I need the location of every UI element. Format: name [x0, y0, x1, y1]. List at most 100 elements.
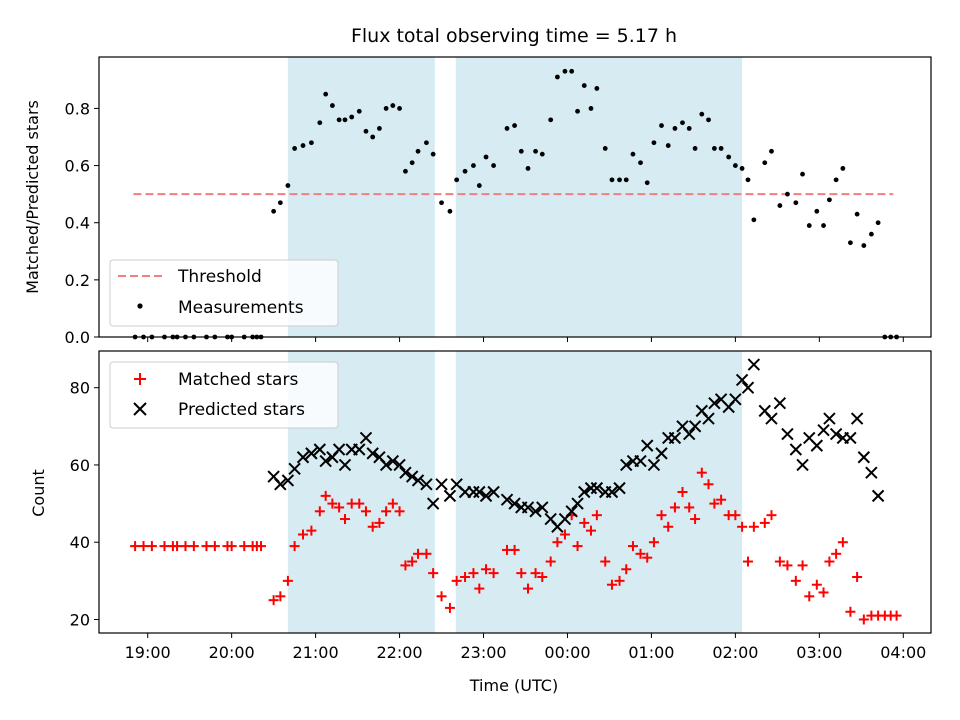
predicted-star-point	[467, 485, 480, 499]
matched-star-point	[138, 541, 149, 552]
measurement-point	[800, 171, 805, 177]
measurement-point	[383, 106, 389, 111]
predicted-star-point	[810, 439, 824, 452]
predicted-star-point	[747, 358, 761, 371]
x-axis-label: Time (UTC)	[469, 676, 558, 695]
matched-star-point	[444, 602, 455, 613]
matched-star-point	[282, 575, 293, 586]
matched-star-point	[648, 537, 659, 548]
matched-star-point	[703, 479, 714, 490]
matched-star-point	[523, 583, 534, 594]
matched-star-point	[811, 579, 822, 590]
predicted-star-point	[773, 396, 787, 410]
measurement-point	[638, 160, 643, 166]
measurement-point	[504, 126, 510, 131]
predicted-star-point	[500, 493, 514, 506]
predicted-star-point	[578, 485, 591, 499]
predicted-star-point	[521, 501, 535, 514]
measurement-point	[409, 160, 415, 166]
matched-star-point	[663, 521, 674, 532]
measurement-point	[370, 134, 376, 140]
matched-star-point	[572, 541, 583, 552]
x-tick-label: 03:00	[796, 643, 842, 662]
measurement-point	[518, 148, 524, 154]
matched-star-point	[306, 525, 317, 536]
matched-star-point	[709, 498, 720, 509]
chart-title: Flux total observing time = 5.17 h	[351, 25, 677, 47]
measurement-point	[793, 200, 799, 206]
measurement-point	[602, 146, 608, 151]
predicted-star-point	[393, 458, 406, 472]
predicted-star-point	[708, 396, 721, 410]
matched-star-point	[436, 591, 447, 602]
top-axes-frame	[98, 56, 932, 338]
predicted-star-point	[529, 505, 542, 518]
legend-matched-swatch	[134, 373, 146, 385]
measurement-point	[271, 208, 277, 214]
y-tick-label: 0.4	[65, 214, 90, 233]
matched-star-point	[552, 537, 563, 548]
matched-star-point	[669, 502, 680, 513]
measurement-point	[300, 143, 306, 148]
legend-matched-label: Matched stars	[178, 370, 298, 390]
measurement-point	[745, 177, 751, 183]
predicted-star-point	[426, 497, 440, 510]
measurement-point	[651, 140, 657, 146]
measurement-point	[554, 74, 560, 80]
predicted-star-point	[789, 443, 803, 456]
measurement-point	[777, 203, 783, 208]
x-tick-label: 21:00	[293, 643, 339, 662]
matched-star-point	[545, 556, 556, 567]
matched-star-point	[428, 568, 439, 579]
measurement-point	[588, 106, 594, 111]
measurement-point	[827, 197, 832, 203]
top-legend-box	[109, 259, 339, 327]
measurement-point	[462, 168, 468, 174]
matched-star-point	[339, 514, 350, 525]
measurement-point	[581, 83, 587, 88]
predicted-star-point	[844, 431, 857, 445]
bottom-y-ticks: 20 40 60 80	[70, 379, 99, 629]
matched-star-point	[782, 560, 793, 571]
count-points	[130, 358, 902, 625]
matched-star-point	[421, 548, 432, 559]
measurement-point	[785, 191, 790, 197]
measurement-point	[491, 163, 496, 168]
measurement-point	[594, 86, 600, 91]
matched-star-point	[559, 529, 570, 540]
matched-star-point	[400, 560, 411, 571]
matched-star-point	[579, 517, 590, 528]
measurement-point	[525, 166, 531, 171]
matched-star-point	[585, 525, 596, 536]
bottom-legend-box	[109, 361, 339, 429]
y-tick-label: 0.2	[65, 271, 90, 290]
matched-star-point	[201, 541, 212, 552]
matched-star-point	[256, 541, 267, 552]
y-tick-label: 40	[70, 533, 90, 552]
y-tick-label: 80	[70, 379, 90, 398]
matched-star-point	[488, 568, 499, 579]
matched-star-point	[696, 467, 707, 478]
matched-star-point	[831, 548, 842, 559]
matched-star-point	[516, 568, 527, 579]
measurement-point	[699, 111, 705, 117]
measurement-point	[471, 163, 476, 168]
matched-star-point	[684, 502, 695, 513]
matched-star-point	[381, 506, 392, 517]
predicted-star-point	[508, 497, 521, 510]
matched-star-point	[824, 556, 835, 567]
measurement-point	[706, 117, 711, 123]
y-tick-label: 60	[70, 456, 90, 475]
matched-star-point	[314, 506, 325, 517]
measurement-point	[680, 120, 685, 126]
legend-measurements-swatch	[137, 303, 143, 309]
matched-star-point	[537, 571, 548, 582]
measurement-point	[814, 208, 820, 214]
predicted-star-point	[479, 489, 493, 503]
predicted-star-point	[420, 478, 433, 491]
predicted-star-point	[332, 443, 346, 456]
measurement-points	[132, 68, 899, 340]
matched-star-point	[797, 560, 808, 571]
measurement-point	[833, 177, 839, 183]
predicted-star-point	[871, 489, 885, 503]
